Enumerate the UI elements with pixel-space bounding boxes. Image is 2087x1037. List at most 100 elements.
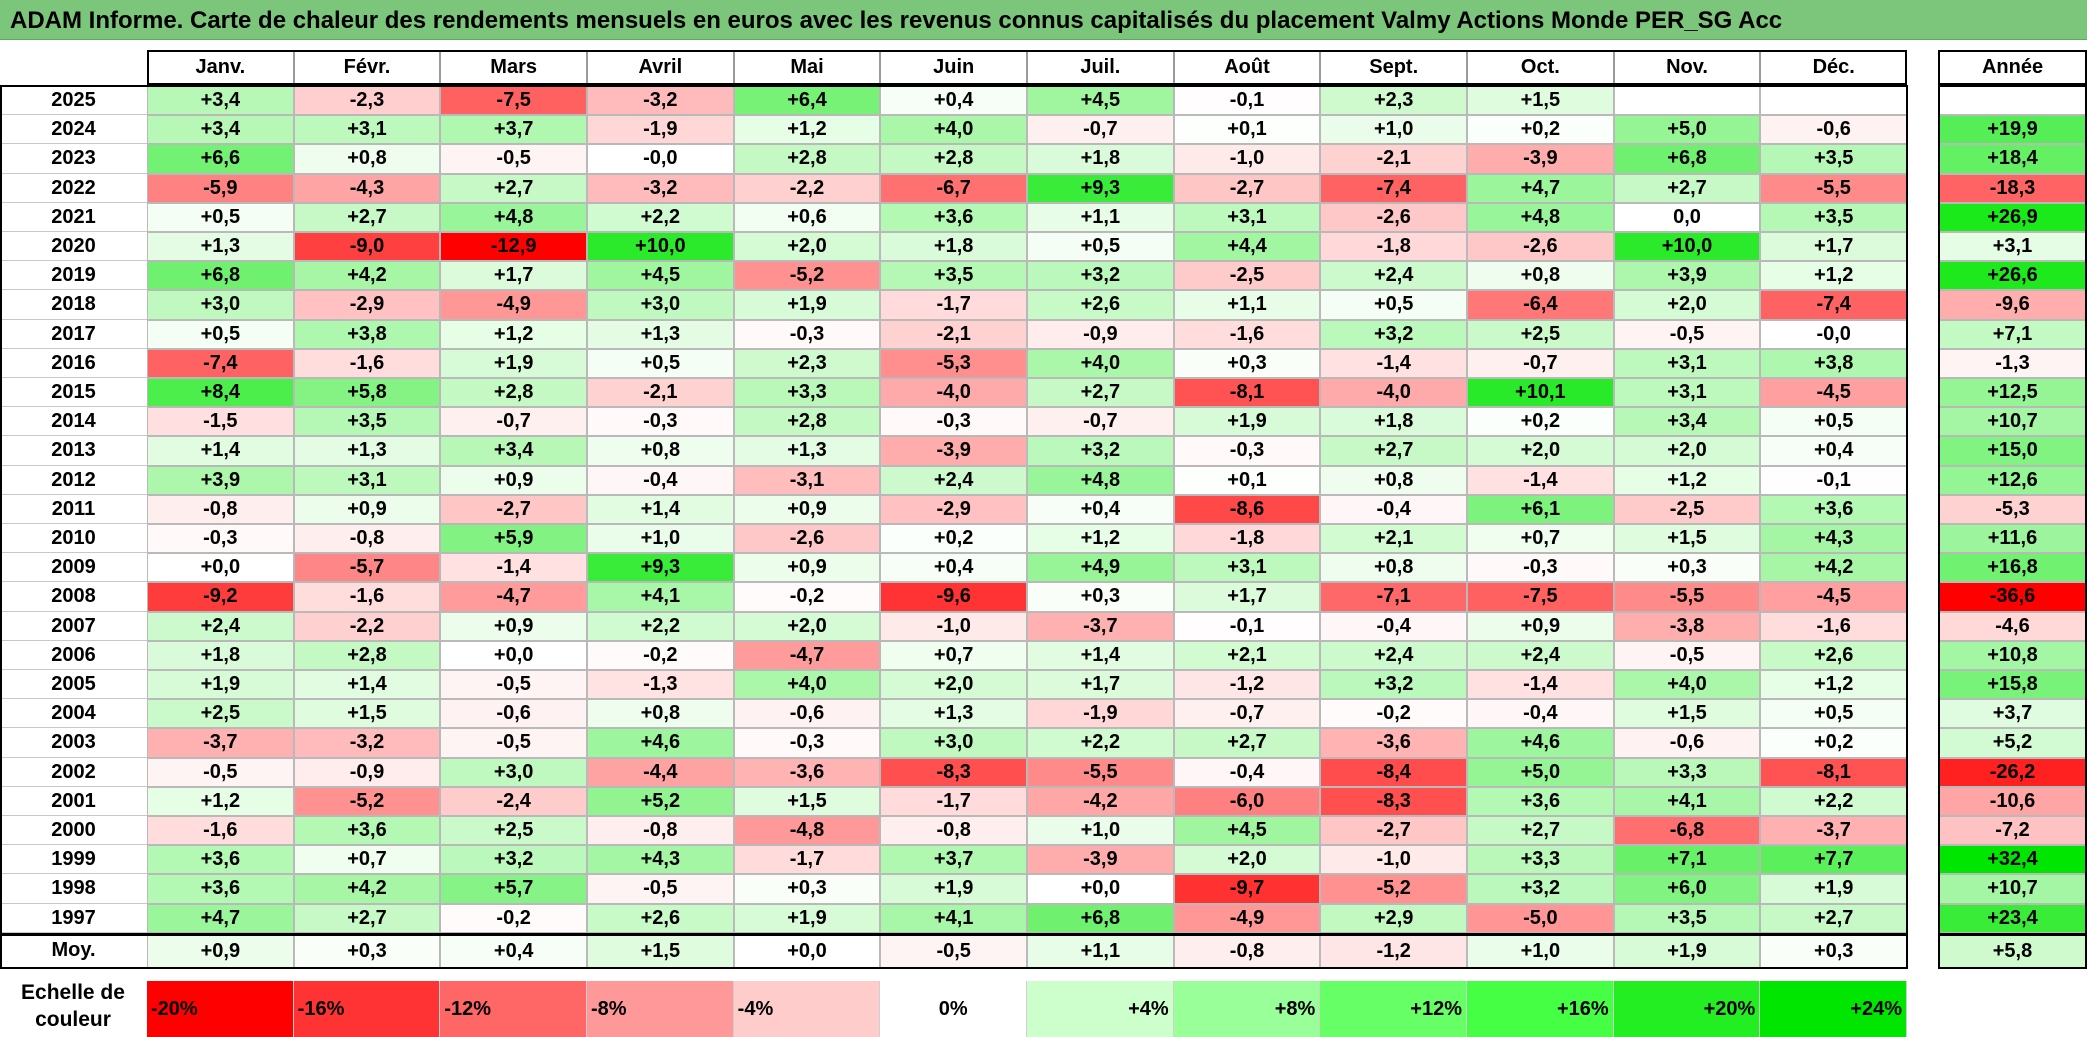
heatmap-cell: +0,7 (880, 640, 1027, 670)
month-header: Juil. (1027, 50, 1174, 85)
heatmap-cell: +1,7 (1173, 582, 1321, 612)
heatmap-cell: +3,2 (1027, 261, 1174, 291)
color-scale-label: Echelle de couleur (0, 979, 146, 1037)
heatmap-cell: +2,0 (1467, 436, 1614, 466)
heatmap-cell: -1,6 (1173, 319, 1321, 349)
chart-title: ADAM Informe. Carte de chaleur des rende… (10, 7, 1783, 34)
month-header: Mars (440, 50, 587, 85)
heatmap-cell: -0,5 (147, 757, 294, 787)
heatmap-cell: +1,5 (1613, 524, 1761, 554)
month-header: Août (1173, 50, 1321, 85)
heatmap-cell: +4,5 (1173, 816, 1321, 846)
heatmap-cell: -3,9 (880, 436, 1027, 466)
heatmap-cell: -0,6 (733, 699, 881, 729)
color-scale-swatch: +8% (1173, 981, 1321, 1037)
heatmap-cell: +2,9 (1320, 903, 1468, 933)
heatmap-cell: +2,1 (1320, 524, 1468, 554)
color-scale-swatch: -4% (733, 981, 881, 1037)
heatmap-cell: +3,5 (880, 261, 1027, 291)
heatmap-cell: +1,4 (147, 436, 294, 466)
heatmap-cell: -2,6 (733, 524, 881, 554)
heatmap-cell: +2,7 (1320, 436, 1468, 466)
heatmap-cell: +3,3 (1467, 845, 1614, 875)
heatmap-cell: -0,3 (1467, 553, 1614, 583)
heatmap-cell: -0,1 (1173, 86, 1321, 116)
heatmap-cell: +2,1 (1173, 640, 1321, 670)
heatmap-cell: -1,8 (1320, 232, 1468, 262)
heatmap-cell: +3,9 (147, 465, 294, 495)
year-label: 2009 (0, 553, 147, 583)
heatmap-cell: +3,1 (1613, 378, 1761, 408)
heatmap-cell: -5,2 (733, 261, 881, 291)
heatmap-cell: +0,7 (293, 845, 441, 875)
year-label: 2015 (0, 378, 147, 408)
heatmap-cell (1613, 86, 1761, 116)
heatmap-cell: +3,7 (440, 115, 587, 145)
heatmap-cell: +6,8 (1613, 144, 1761, 174)
heatmap-cell: +0,9 (440, 465, 587, 495)
color-scale-swatch: -20% (147, 981, 294, 1037)
heatmap-cell: -0,5 (440, 728, 587, 758)
heatmap-cell: -0,7 (1027, 407, 1174, 437)
heatmap-cell: +2,6 (1027, 290, 1174, 320)
heatmap-cell: +1,2 (1027, 524, 1174, 554)
heatmap-cell: -1,6 (293, 582, 441, 612)
heatmap-cell: +4,9 (1027, 553, 1174, 583)
average-cell: -0,5 (880, 934, 1027, 968)
heatmap-cell: -2,2 (733, 173, 881, 203)
heatmap-cell: +2,7 (293, 903, 441, 933)
year-label: 2008 (0, 582, 147, 612)
heatmap-cell: +0,8 (587, 436, 734, 466)
heatmap-cell: +3,6 (1760, 494, 1908, 524)
heatmap-cell: -0,7 (1467, 348, 1614, 378)
heatmap-cell: -5,5 (1613, 582, 1761, 612)
heatmap-cell: -1,9 (1027, 699, 1174, 729)
heatmap-cell: -3,1 (733, 465, 881, 495)
year-label: 2014 (0, 407, 147, 437)
heatmap-cell: +4,1 (587, 582, 734, 612)
heatmap-cell: +0,9 (1467, 611, 1614, 641)
heatmap-cell: +1,3 (293, 436, 441, 466)
heatmap-cell: +0,9 (440, 611, 587, 641)
heatmap-cell: -6,4 (1467, 290, 1614, 320)
year-label: 2024 (0, 115, 147, 145)
heatmap-cell: -7,5 (440, 86, 587, 116)
heatmap-cell: +1,9 (733, 903, 881, 933)
heatmap-cell: +10,0 (1613, 232, 1761, 262)
heatmap-cell: +3,0 (587, 290, 734, 320)
heatmap-cell: +4,0 (880, 115, 1027, 145)
heatmap-cell: +3,3 (1613, 757, 1761, 787)
heatmap-cell: +2,7 (1760, 903, 1908, 933)
heatmap-cell: -0,4 (1173, 757, 1321, 787)
heatmap-cell: +2,8 (880, 144, 1027, 174)
heatmap-cell: +2,7 (440, 173, 587, 203)
heatmap-cell: -0,9 (293, 757, 441, 787)
heatmap-cell: +1,5 (1467, 86, 1614, 116)
heatmap-cell: +1,3 (880, 699, 1027, 729)
heatmap-cell: -0,6 (1613, 728, 1761, 758)
heatmap-cell: +0,8 (1467, 261, 1614, 291)
heatmap-cell: +3,4 (147, 86, 294, 116)
year-label: 2011 (0, 495, 147, 524)
heatmap-cell: -0,8 (293, 524, 441, 554)
heatmap-cell: +0,5 (1027, 232, 1174, 262)
heatmap-cell: -1,0 (1320, 845, 1468, 875)
heatmap-cell: -0,0 (587, 144, 734, 174)
color-scale-label-line2: couleur (35, 1008, 111, 1031)
heatmap-cell: +0,4 (1027, 494, 1174, 524)
heatmap-cell: +3,2 (1027, 436, 1174, 466)
year-label: 2001 (0, 787, 147, 816)
heatmap-cell: +3,1 (1173, 553, 1321, 583)
heatmap-cell: -9,7 (1173, 874, 1321, 904)
heatmap-cell: +7,7 (1760, 845, 1908, 875)
heatmap-cell: +0,8 (1320, 465, 1468, 495)
heatmap-cell: +2,5 (147, 699, 294, 729)
heatmap-cell: -0,8 (147, 494, 294, 524)
heatmap-cell: +1,2 (1613, 465, 1761, 495)
heatmap-cell: +1,4 (293, 670, 441, 700)
heatmap-cell: -0,8 (587, 816, 734, 846)
heatmap-cell: +2,8 (733, 407, 881, 437)
heatmap-cell: +2,8 (440, 378, 587, 408)
heatmap-cell: +2,7 (1467, 816, 1614, 846)
heatmap-cell: +5,8 (293, 378, 441, 408)
